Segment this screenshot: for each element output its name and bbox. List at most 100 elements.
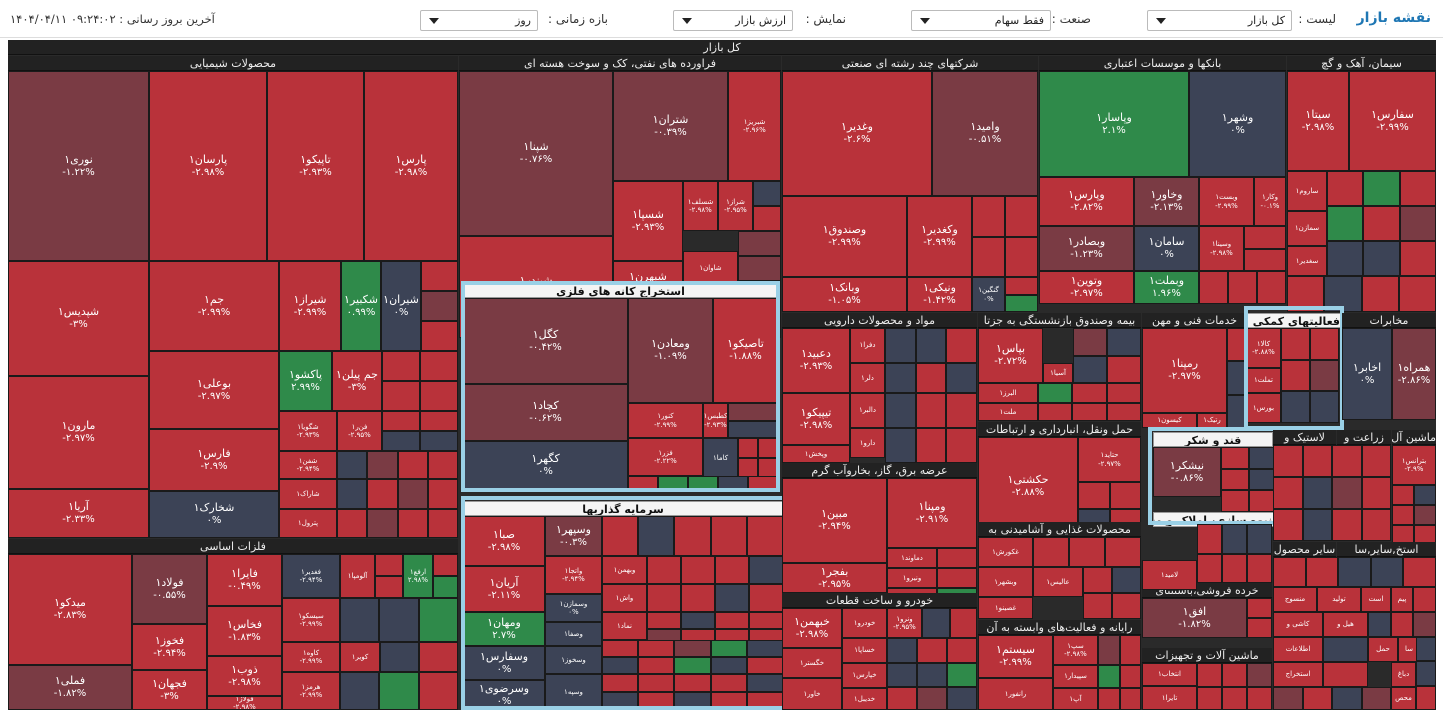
sector-header-investment[interactable]: سرمایه گذاریها bbox=[463, 501, 783, 516]
stock-tile-minor[interactable] bbox=[1098, 687, 1120, 710]
stock-tile-minor[interactable] bbox=[748, 476, 778, 490]
stock-tile-vsakhouz[interactable]: وسخوز۱ bbox=[545, 646, 602, 674]
stock-tile-minor[interactable] bbox=[1222, 524, 1247, 554]
stock-tile-hetayd[interactable]: حتاید۱ -۲.۹۷% bbox=[1078, 437, 1141, 482]
stock-tile-minor[interactable] bbox=[638, 640, 675, 657]
stock-tile-minor[interactable] bbox=[1392, 485, 1414, 505]
stock-tile-minor[interactable] bbox=[1119, 665, 1141, 688]
stock-tile-jam[interactable]: جم۱ -۲.۹۹% bbox=[149, 261, 279, 351]
stock-tile-minor[interactable] bbox=[715, 556, 749, 584]
stock-tile-fars[interactable]: فارس۱ -۲.۹% bbox=[149, 429, 279, 491]
stock-tile-rtik[interactable]: رتیک۱ bbox=[1197, 413, 1227, 428]
stock-tile-minor[interactable] bbox=[1107, 355, 1141, 383]
sector-header-pharma[interactable]: مواد و محصولات دارویی bbox=[782, 313, 977, 328]
stock-tile-akhaber[interactable]: اخابر۱ ۰% bbox=[1342, 328, 1392, 420]
stock-tile-minor[interactable] bbox=[917, 663, 947, 687]
stock-tile-minor[interactable] bbox=[1038, 383, 1073, 403]
stock-tile-minor[interactable] bbox=[1248, 468, 1276, 491]
stock-tile-dalir[interactable]: دلر۱ bbox=[850, 363, 885, 393]
sector-header-banks[interactable]: بانکها و موسسات اعتباری bbox=[1039, 56, 1286, 71]
stock-tile-minor[interactable] bbox=[1324, 276, 1362, 312]
stock-tile-fanar[interactable]: فن‌ر۱ -۲.۹۵% bbox=[337, 411, 382, 451]
stock-tile-mnsoj[interactable]: منسوج bbox=[1273, 587, 1317, 612]
stock-tile-minor[interactable] bbox=[738, 458, 758, 478]
stock-tile-vmaaden[interactable]: ومعادن۱ -۱.۰۹% bbox=[628, 298, 713, 403]
stock-tile-minor[interactable] bbox=[1368, 612, 1391, 637]
stock-tile-minor[interactable] bbox=[1363, 206, 1400, 241]
stock-tile-ap[interactable]: آپ۱ bbox=[1053, 688, 1098, 710]
stock-tile-minor[interactable] bbox=[1413, 612, 1436, 637]
stock-tile-minor[interactable] bbox=[681, 584, 715, 612]
stock-tile-khpars[interactable]: خپارس۱ bbox=[842, 663, 887, 688]
stock-tile-arfa[interactable]: ارفع۱ ۲.۹۸% bbox=[403, 554, 433, 598]
stock-tile-minor[interactable] bbox=[1414, 485, 1436, 505]
stock-tile-buali[interactable]: بوعلی۱ -۲.۹۷% bbox=[149, 351, 279, 429]
stock-tile-minor[interactable] bbox=[397, 479, 428, 509]
stock-tile-mahsol[interactable]: محص bbox=[1391, 687, 1416, 710]
stock-tile-minor[interactable] bbox=[1222, 686, 1247, 710]
sector-header-sugar[interactable]: قند و شکر bbox=[1153, 432, 1273, 447]
stock-tile-minor[interactable] bbox=[1332, 509, 1362, 541]
sector-header-utility[interactable]: عرضه برق، گاز، بخاروآب گرم bbox=[782, 463, 977, 478]
sector-header-food[interactable]: محصولات غذایی و آشامیدنی به bbox=[978, 522, 1141, 537]
stock-tile-zob[interactable]: ذوب۱ -۲.۹۸% bbox=[207, 656, 282, 696]
stock-tile-minor[interactable] bbox=[1281, 359, 1310, 392]
stock-tile-minor[interactable] bbox=[1005, 294, 1038, 312]
stock-tile-kasiyon[interactable]: کیسون۱ bbox=[1142, 413, 1197, 428]
stock-tile-minor[interactable] bbox=[1310, 328, 1339, 360]
stock-tile-minor[interactable] bbox=[946, 393, 977, 428]
stock-tile-minor[interactable] bbox=[1323, 662, 1368, 687]
stock-tile-minor[interactable] bbox=[885, 393, 916, 428]
stock-tile-minor[interactable] bbox=[1106, 383, 1141, 403]
stock-tile-ramapna[interactable]: رمپنا۱ -۲.۹۷% bbox=[1142, 328, 1227, 413]
stock-tile-minor[interactable] bbox=[728, 420, 778, 438]
stock-tile-minor[interactable] bbox=[382, 381, 420, 411]
stock-tile-shekharak[interactable]: شخارک۱ ۰% bbox=[149, 491, 279, 538]
stock-tile-vbahman[interactable]: وبهمن۱ bbox=[602, 556, 647, 584]
stock-tile-minor[interactable] bbox=[638, 516, 675, 556]
stock-tile-minor[interactable] bbox=[1399, 206, 1436, 241]
stock-tile-minor[interactable] bbox=[647, 612, 681, 629]
stock-tile-minor[interactable] bbox=[885, 363, 916, 393]
stock-tile-minor[interactable] bbox=[380, 642, 419, 672]
stock-tile-minor[interactable] bbox=[946, 428, 977, 463]
stock-tile-minor[interactable] bbox=[1073, 355, 1107, 383]
stock-tile-minor[interactable] bbox=[1112, 593, 1141, 619]
sector-header-tech[interactable]: خدمات فنی و مهن bbox=[1142, 313, 1247, 328]
stock-tile-minor[interactable] bbox=[421, 291, 458, 321]
sector-header-machinery[interactable]: ماشین آلات و تجهیزات bbox=[1142, 648, 1272, 663]
stock-tile-bfajr[interactable]: بفجر۱ -۲.۹۵% bbox=[782, 563, 887, 593]
stock-tile-minor[interactable] bbox=[1247, 663, 1272, 687]
stock-tile-minor[interactable] bbox=[382, 351, 420, 381]
stock-tile-ghakoroush[interactable]: غکورش۱ bbox=[978, 537, 1033, 567]
stock-tile-estkhraj[interactable]: استخراج bbox=[1273, 662, 1323, 687]
sector-header-computer[interactable]: رایانه و فعالیت‌های وابسته به آن bbox=[978, 620, 1141, 635]
sector-header-cement[interactable]: سیمان، آهک و گچ bbox=[1287, 56, 1436, 71]
stock-tile-ast[interactable]: است bbox=[1361, 587, 1391, 612]
stock-tile-minor[interactable] bbox=[1273, 509, 1303, 541]
stock-tile-minor[interactable] bbox=[887, 663, 917, 687]
stock-tile-shesepa[interactable]: شسپا۱ -۲.۹۳% bbox=[613, 181, 683, 261]
stock-tile-minor[interactable] bbox=[1361, 445, 1391, 477]
stock-tile-minor[interactable] bbox=[367, 508, 398, 538]
stock-tile-khasapa[interactable]: خساپا۱ bbox=[842, 638, 887, 663]
stock-tile-shepadis[interactable]: شپدیس۱ -۳% bbox=[8, 261, 149, 376]
stock-tile-khgostar[interactable]: خگستر۱ bbox=[782, 648, 842, 678]
stock-tile-minor[interactable] bbox=[1403, 557, 1436, 587]
stock-tile-vsafa[interactable]: وصفا۱ bbox=[545, 622, 602, 646]
stock-tile-vtoiro[interactable]: ونیرو۱ bbox=[887, 568, 937, 588]
stock-tile-minor[interactable] bbox=[1078, 482, 1110, 509]
stock-tile-minor[interactable] bbox=[753, 206, 781, 231]
sector-header-farm[interactable]: زراعت و bbox=[1337, 430, 1391, 445]
stock-tile-shebriz[interactable]: شبریز۱ -۲.۹۶% bbox=[728, 71, 781, 181]
sector-header-transport[interactable]: حمل ونقل، انبارداری و ارتباطات bbox=[978, 422, 1141, 437]
stock-tile-kchad[interactable]: کچاد۱ -۰.۶۲% bbox=[463, 384, 628, 441]
stock-tile-minor[interactable] bbox=[1302, 477, 1332, 509]
stock-tile-minor[interactable] bbox=[922, 608, 950, 638]
stock-tile-kaveh[interactable]: کاوه۱ -۲.۹۹% bbox=[282, 642, 340, 672]
stock-tile-minor[interactable] bbox=[749, 612, 783, 629]
stock-tile-kama[interactable]: کاما۱ bbox=[703, 438, 738, 478]
stock-tile-fazer[interactable]: فزر۱ -۲.۲۲% bbox=[628, 438, 703, 476]
stock-tile-minor[interactable] bbox=[1413, 587, 1436, 612]
stock-tile-minor[interactable] bbox=[1107, 328, 1141, 356]
